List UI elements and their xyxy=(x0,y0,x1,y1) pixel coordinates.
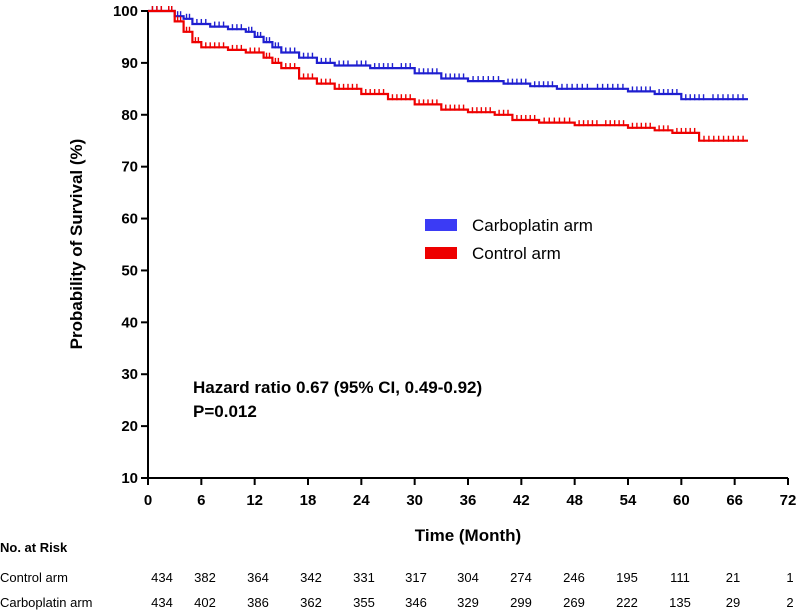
series-layer xyxy=(148,6,748,142)
risk-value: 222 xyxy=(616,595,638,610)
risk-value: 111 xyxy=(670,570,690,585)
risk-value: 364 xyxy=(247,570,269,585)
risk-value: 317 xyxy=(405,570,427,585)
y-ticks: 10 20 30 40 50 60 70 80 90 100 xyxy=(113,3,148,487)
risk-value: 246 xyxy=(563,570,585,585)
y-tick-label: 30 xyxy=(121,366,138,383)
y-tick-label: 90 xyxy=(121,55,138,72)
p-value-annotation: P=0.012 xyxy=(193,402,257,421)
risk-value: 195 xyxy=(616,570,638,585)
risk-row-label: Control arm xyxy=(0,570,68,585)
y-tick-label: 40 xyxy=(121,314,138,331)
risk-value: 342 xyxy=(300,570,322,585)
x-tick-label: 48 xyxy=(566,492,583,509)
y-tick-label: 60 xyxy=(121,211,138,228)
risk-value: 29 xyxy=(726,595,740,610)
risk-table-title: No. at Risk xyxy=(0,540,68,555)
legend-swatch-0 xyxy=(425,219,457,231)
x-tick-label: 30 xyxy=(406,492,423,509)
x-tick-label: 42 xyxy=(513,492,530,509)
risk-value: 434 xyxy=(151,595,173,610)
legend-label-0: Carboplatin arm xyxy=(472,216,593,235)
risk-value: 21 xyxy=(726,570,740,585)
series-line-1 xyxy=(148,9,748,142)
risk-value: 402 xyxy=(194,595,216,610)
y-tick-label: 20 xyxy=(121,418,138,435)
risk-table: Control arm 434 382 364 342 331 317 304 274 246 19… xyxy=(0,570,794,610)
risk-value: 362 xyxy=(300,595,322,610)
risk-value: 434 xyxy=(151,570,173,585)
y-axis-title: Probability of Survival (%) xyxy=(67,139,86,350)
x-axis-title: Time (Month) xyxy=(415,526,521,545)
x-tick-label: 6 xyxy=(197,492,205,509)
risk-value: 329 xyxy=(457,595,479,610)
x-tick-label: 72 xyxy=(780,492,797,509)
risk-value: 331 xyxy=(353,570,375,585)
y-tick-label: 70 xyxy=(121,159,138,176)
x-ticks: 0 6 12 18 24 30 36 42 48 54 60 66 72 xyxy=(144,478,797,509)
risk-value: 299 xyxy=(510,595,532,610)
x-tick-label: 0 xyxy=(144,492,152,509)
risk-value: 346 xyxy=(405,595,427,610)
x-tick-label: 66 xyxy=(726,492,743,509)
risk-value: 382 xyxy=(194,570,216,585)
risk-value: 304 xyxy=(457,570,479,585)
y-tick-label: 50 xyxy=(121,262,138,279)
series-line-0 xyxy=(148,9,748,101)
x-tick-label: 18 xyxy=(300,492,317,509)
legend-swatch-1 xyxy=(425,247,457,259)
y-tick-label: 80 xyxy=(121,107,138,124)
x-tick-label: 36 xyxy=(460,492,477,509)
legend-label-1: Control arm xyxy=(472,244,561,263)
legend: Carboplatin arm Control arm xyxy=(425,216,593,263)
y-tick-label: 10 xyxy=(121,470,138,487)
risk-value: 135 xyxy=(669,595,691,610)
x-tick-label: 60 xyxy=(673,492,690,509)
risk-value: 274 xyxy=(510,570,532,585)
risk-value: 355 xyxy=(353,595,375,610)
risk-value: 1 xyxy=(786,570,793,585)
risk-row-label: Carboplatin arm xyxy=(0,595,93,610)
hazard-ratio-annotation: Hazard ratio 0.67 (95% CI, 0.49-0.92) xyxy=(193,378,482,397)
y-tick-label: 100 xyxy=(113,3,138,20)
x-tick-label: 24 xyxy=(353,492,370,509)
x-tick-label: 12 xyxy=(246,492,263,509)
risk-value: 269 xyxy=(563,595,585,610)
risk-value: 2 xyxy=(786,595,793,610)
x-tick-label: 54 xyxy=(620,492,637,509)
risk-value: 386 xyxy=(247,595,269,610)
